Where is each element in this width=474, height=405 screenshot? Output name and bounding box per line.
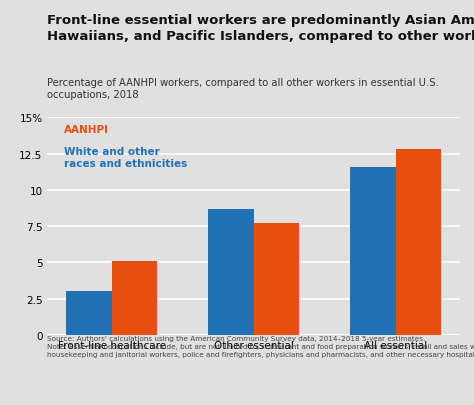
Text: Percentage of AANHPI workers, compared to all other workers in essential U.S.
oc: Percentage of AANHPI workers, compared t… xyxy=(47,78,439,100)
Bar xyxy=(396,150,441,335)
Bar xyxy=(66,292,111,335)
Bar xyxy=(350,167,396,335)
Text: AANHPI: AANHPI xyxy=(64,125,109,134)
Bar xyxy=(208,209,254,335)
Text: White and other
races and ethnicities: White and other races and ethnicities xyxy=(64,146,187,169)
Bar xyxy=(111,261,157,335)
Text: Source: Authors' calculations using the American Community Survey data, 2014–201: Source: Authors' calculations using the … xyxy=(47,335,474,357)
Text: Front-line essential workers are predominantly Asian Americans, Native
Hawaiians: Front-line essential workers are predomi… xyxy=(47,14,474,43)
Bar xyxy=(254,224,299,335)
